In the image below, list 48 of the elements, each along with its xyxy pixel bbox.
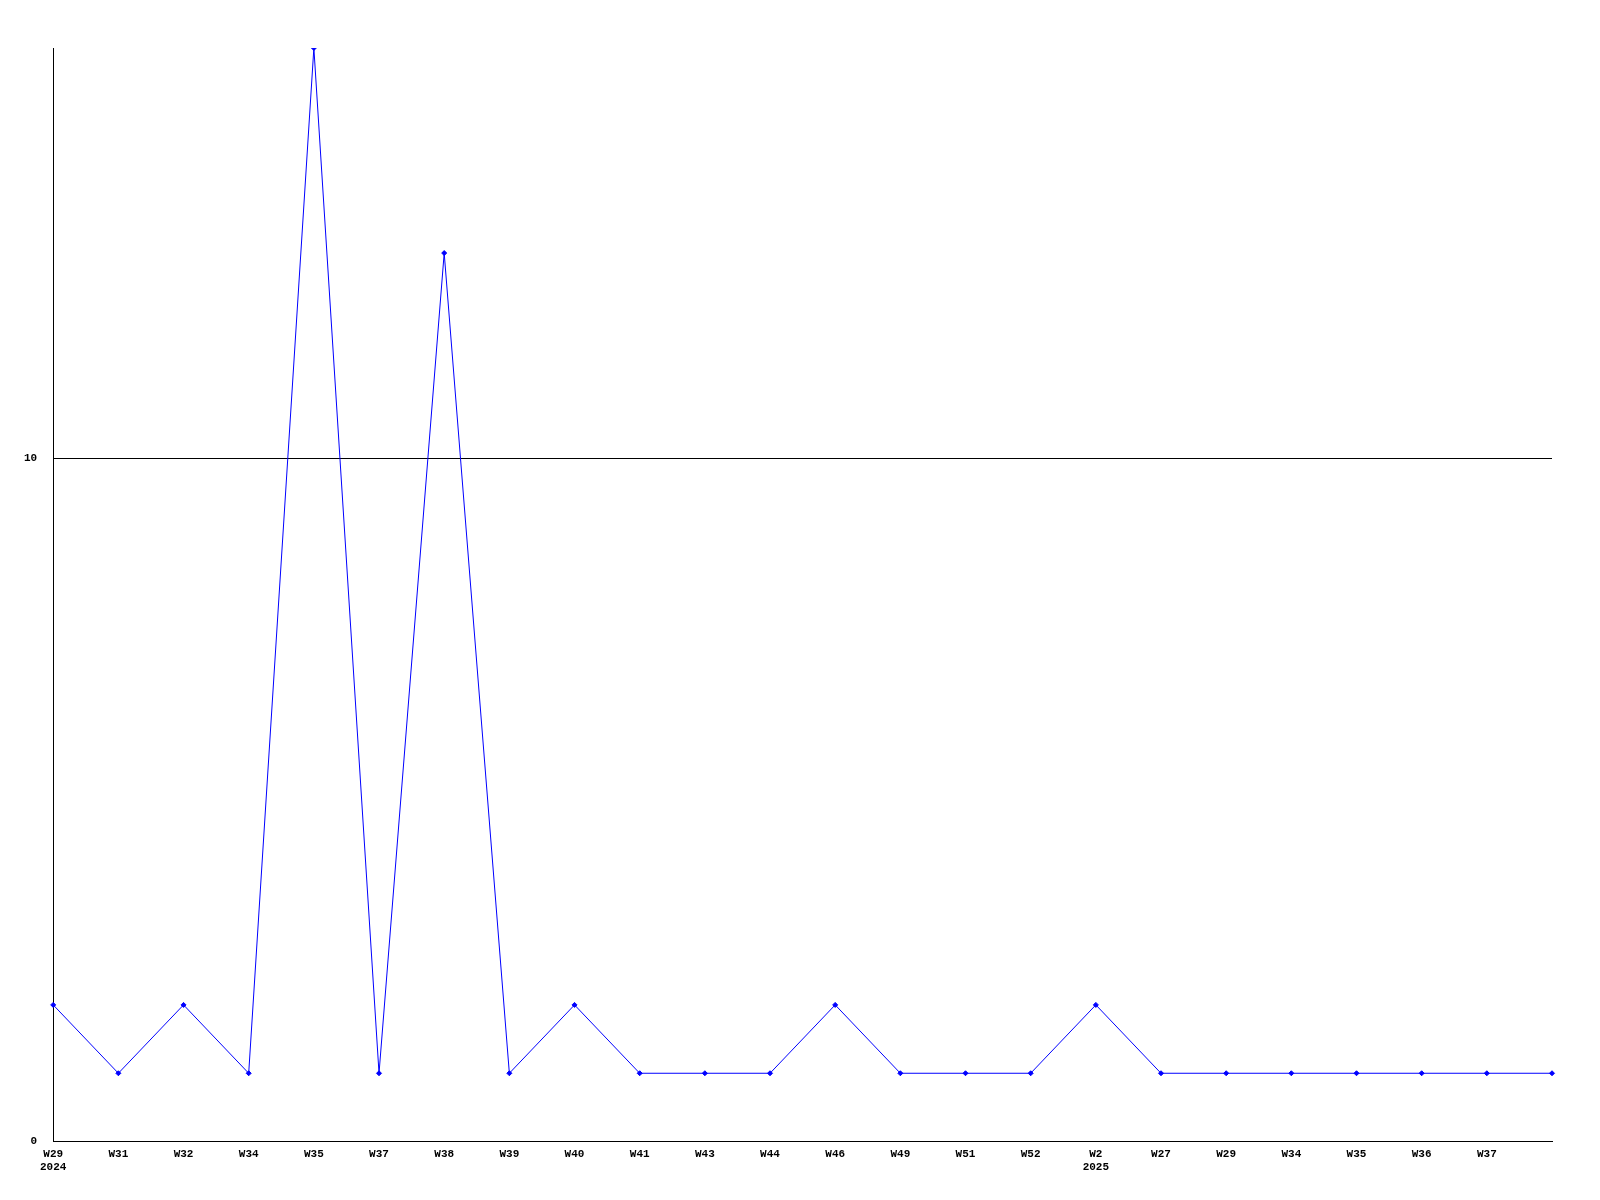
point — [636, 1070, 643, 1077]
point — [180, 1001, 187, 1008]
x-tick-label: W38 — [434, 1147, 455, 1160]
point — [441, 250, 448, 257]
y-tick-label: 10 — [24, 451, 38, 464]
point — [767, 1070, 774, 1077]
point — [1158, 1070, 1165, 1077]
x-tick-label: W27 — [1151, 1147, 1171, 1160]
x-tick-label: W51 — [955, 1147, 976, 1160]
x-tick-label: W46 — [825, 1147, 846, 1160]
y-tick-label: 0 — [30, 1135, 38, 1148]
point — [897, 1070, 904, 1077]
point — [376, 1070, 383, 1077]
x-tick-label: W37 — [1476, 1147, 1497, 1160]
x-tick-label: W34 — [238, 1147, 259, 1160]
point — [1092, 1001, 1099, 1008]
x-tick-label: W37 — [369, 1147, 389, 1160]
point — [571, 1001, 578, 1008]
point — [962, 1070, 969, 1077]
point — [115, 1070, 122, 1077]
point — [1223, 1070, 1230, 1077]
point — [832, 1001, 839, 1008]
x-tick-label: W36 — [1411, 1147, 1432, 1160]
point — [1353, 1070, 1360, 1077]
x-tick-label: W43 — [694, 1147, 716, 1160]
x-tick-label: W35 — [303, 1147, 325, 1160]
point — [1549, 1070, 1555, 1077]
x-tick-label: W52 — [1020, 1147, 1041, 1160]
x-tick-label: W49 — [890, 1147, 911, 1160]
point — [506, 1070, 513, 1077]
point — [245, 1070, 252, 1077]
point — [1288, 1070, 1295, 1077]
point — [1483, 1070, 1490, 1077]
x-tick-label: W29 — [1216, 1147, 1237, 1160]
x-tick-label: W44 — [760, 1147, 781, 1160]
point — [701, 1070, 708, 1077]
x-tick-label: W34 — [1281, 1147, 1302, 1160]
point — [1418, 1070, 1425, 1077]
x-tick-label: W29 2024 — [40, 1147, 67, 1174]
point — [50, 1001, 57, 1008]
x-tick-label: W40 — [564, 1147, 585, 1160]
x-tick-label: W41 — [629, 1147, 650, 1160]
point — [1027, 1070, 1034, 1077]
x-tick-label: W32 — [173, 1147, 194, 1160]
x-tick-label: W31 — [108, 1147, 129, 1160]
x-tick-label: W39 — [499, 1147, 520, 1160]
x-tick-label: W2 2025 — [1082, 1147, 1110, 1174]
x-tick-label: W35 — [1346, 1147, 1367, 1160]
